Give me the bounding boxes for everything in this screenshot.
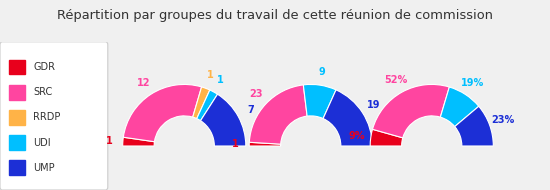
- Text: 23%: 23%: [491, 115, 514, 125]
- FancyBboxPatch shape: [0, 42, 108, 190]
- Wedge shape: [123, 84, 202, 142]
- Wedge shape: [249, 85, 307, 144]
- Wedge shape: [197, 90, 218, 121]
- Text: 12: 12: [137, 78, 150, 88]
- Text: 9%: 9%: [349, 131, 365, 141]
- Wedge shape: [192, 87, 210, 119]
- Wedge shape: [455, 106, 493, 146]
- Text: 1: 1: [232, 139, 239, 149]
- Text: RRDP: RRDP: [33, 112, 60, 122]
- Wedge shape: [323, 90, 372, 146]
- Text: UDI: UDI: [33, 138, 51, 148]
- Bar: [9, 85, 25, 100]
- Text: 19%: 19%: [461, 78, 485, 88]
- Text: 7: 7: [247, 105, 254, 115]
- Text: SRC: SRC: [33, 87, 52, 97]
- Wedge shape: [123, 137, 155, 146]
- Wedge shape: [370, 129, 403, 146]
- Wedge shape: [304, 84, 336, 119]
- Text: 23: 23: [249, 89, 263, 99]
- Bar: [9, 110, 25, 125]
- Text: 19: 19: [367, 100, 381, 110]
- Text: 1: 1: [217, 75, 224, 85]
- Wedge shape: [441, 87, 478, 127]
- Text: UMP: UMP: [33, 163, 54, 173]
- Wedge shape: [372, 84, 449, 138]
- Bar: [9, 60, 25, 74]
- Bar: [9, 160, 25, 175]
- Text: Répartition par groupes du travail de cette réunion de commission: Répartition par groupes du travail de ce…: [57, 10, 493, 22]
- Text: 1: 1: [207, 70, 214, 81]
- Text: 1: 1: [106, 136, 113, 146]
- Text: GDR: GDR: [33, 62, 55, 72]
- Wedge shape: [249, 142, 280, 146]
- Text: 9: 9: [318, 67, 326, 77]
- Wedge shape: [201, 94, 246, 146]
- Bar: [9, 135, 25, 150]
- Text: 52%: 52%: [384, 75, 407, 85]
